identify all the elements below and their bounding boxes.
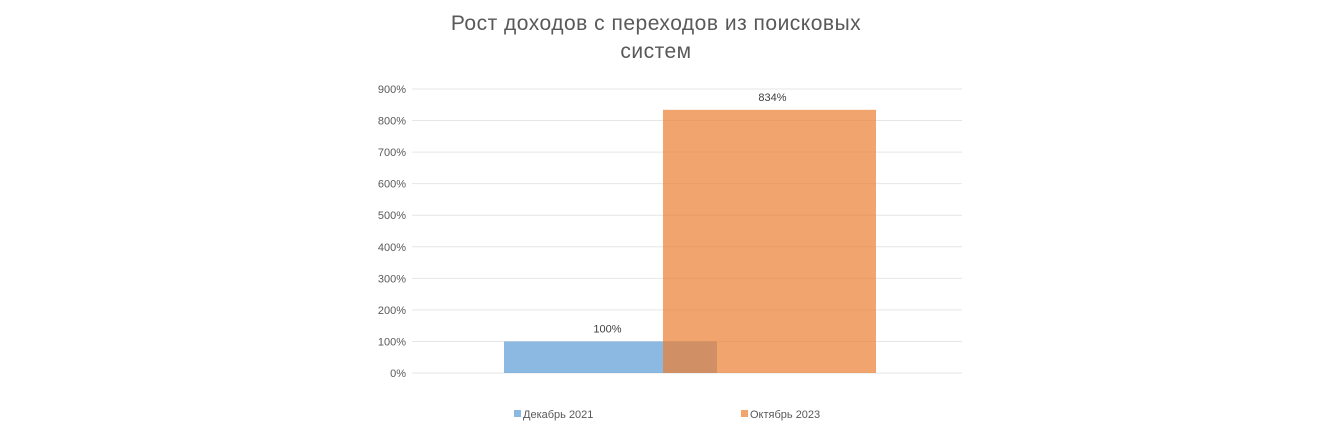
legend-label: Октябрь 2023 bbox=[750, 409, 820, 421]
y-tick-label: 600% bbox=[378, 179, 406, 191]
chart-title-line-2: систем bbox=[620, 40, 691, 63]
y-tick-label: 0% bbox=[390, 368, 406, 380]
data-label: 834% bbox=[758, 92, 786, 104]
y-tick-label: 300% bbox=[378, 273, 406, 285]
y-tick-label: 100% bbox=[378, 336, 406, 348]
y-tick-label: 200% bbox=[378, 305, 406, 317]
y-tick-label: 900% bbox=[378, 84, 406, 96]
y-tick-label: 500% bbox=[378, 210, 406, 222]
chart-title-line-1: Рост доходов с переходов из поисковых bbox=[451, 12, 861, 35]
y-tick-label: 800% bbox=[378, 116, 406, 128]
bar-october-2023 bbox=[663, 109, 876, 374]
legend-swatch bbox=[514, 410, 521, 417]
data-label: 100% bbox=[593, 323, 621, 335]
y-tick-label: 400% bbox=[378, 242, 406, 254]
legend-swatch bbox=[741, 410, 748, 417]
legend-label: Декабрь 2021 bbox=[523, 409, 593, 421]
y-tick-label: 700% bbox=[378, 147, 406, 159]
